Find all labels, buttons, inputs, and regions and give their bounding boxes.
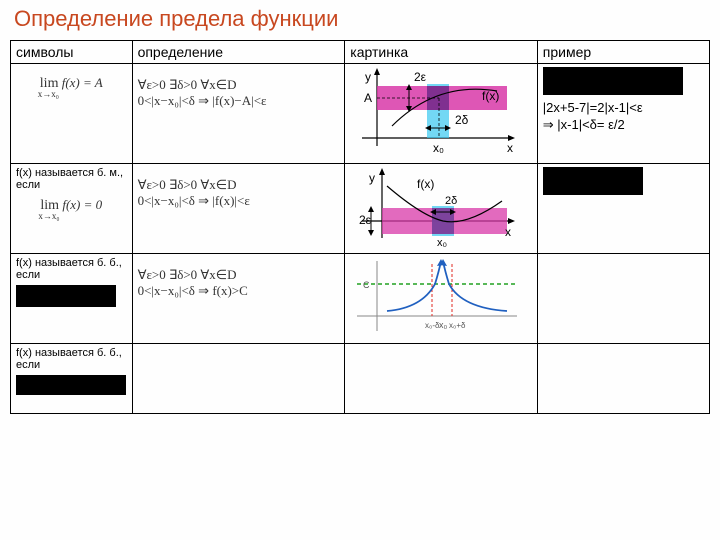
svg-text:C: C [363, 280, 370, 290]
header-symbols: символы [11, 41, 133, 64]
row2-symbols: f(x) называется б. м., если lim x→x₀ f(x… [11, 164, 133, 254]
redacted-block [16, 285, 116, 307]
row-limit: lim x→x₀ f(x) = A ∀ε>0 ∃δ>0 ∀x∈D 0<|x−x₀… [11, 64, 710, 164]
header-row: символы определение картинка пример [11, 41, 710, 64]
redacted-block [543, 167, 643, 195]
svg-text:2δ: 2δ [445, 195, 457, 207]
row1-symbols: lim x→x₀ f(x) = A [11, 64, 133, 164]
svg-text:A: A [364, 91, 372, 105]
svg-text:x: x [507, 141, 513, 155]
svg-text:x₀-δ: x₀-δ [425, 321, 440, 330]
svg-text:f(x): f(x) [417, 177, 434, 191]
row2-definition: ∀ε>0 ∃δ>0 ∀x∈D 0<|x−x₀|<δ ⇒ |f(x)|<ε [132, 164, 345, 254]
row3-example [537, 254, 709, 344]
row-infinitesimal: f(x) называется б. м., если lim x→x₀ f(x… [11, 164, 710, 254]
row1-graph: y A 2ε 2δ f(x) x₀ x [347, 66, 527, 161]
header-definition: определение [132, 41, 345, 64]
row2-graph: y 2ε 2δ f(x) x₀ x [347, 166, 527, 251]
svg-text:f(x): f(x) [482, 89, 499, 103]
row4-definition [132, 344, 345, 414]
row3-graph: C x₀ x₀-δ x₀+δ [347, 256, 527, 341]
row1-definition: ∀ε>0 ∃δ>0 ∀x∈D 0<|x−x₀|<δ ⇒ |f(x)−A|<ε [132, 64, 345, 164]
row1-picture: y A 2ε 2δ f(x) x₀ x [345, 64, 537, 164]
row4-picture [345, 344, 537, 414]
svg-text:x: x [505, 225, 511, 239]
svg-text:2δ: 2δ [455, 113, 469, 127]
svg-text:x₀: x₀ [433, 141, 444, 155]
row4-example [537, 344, 709, 414]
page-title: Определение предела функции [10, 6, 710, 32]
row4-symbols: f(x) называется б. б., если [11, 344, 133, 414]
row-infinitely-large-1: f(x) называется б. б., если ∀ε>0 ∃δ>0 ∀x… [11, 254, 710, 344]
row3-picture: C x₀ x₀-δ x₀+δ [345, 254, 537, 344]
svg-text:x₀: x₀ [439, 320, 448, 330]
row3-definition: ∀ε>0 ∃δ>0 ∀x∈D 0<|x−x₀|<δ ⇒ f(x)>C [132, 254, 345, 344]
definition-table: символы определение картинка пример lim … [10, 40, 710, 414]
row2-picture: y 2ε 2δ f(x) x₀ x [345, 164, 537, 254]
row2-example [537, 164, 709, 254]
svg-text:2ε: 2ε [359, 213, 372, 227]
row1-example: |2x+5-7|=2|x-1|<ε ⇒ |x-1|<δ= ε/2 [537, 64, 709, 164]
redacted-block [16, 375, 126, 395]
row-infinitely-large-2: f(x) называется б. б., если [11, 344, 710, 414]
header-picture: картинка [345, 41, 537, 64]
svg-text:x₀+δ: x₀+δ [449, 321, 466, 330]
svg-text:y: y [365, 70, 371, 84]
svg-text:x₀: x₀ [437, 237, 447, 249]
svg-text:y: y [369, 171, 375, 185]
svg-text:2ε: 2ε [414, 70, 427, 84]
header-example: пример [537, 41, 709, 64]
row3-symbols: f(x) называется б. б., если [11, 254, 133, 344]
redacted-block [543, 67, 683, 95]
